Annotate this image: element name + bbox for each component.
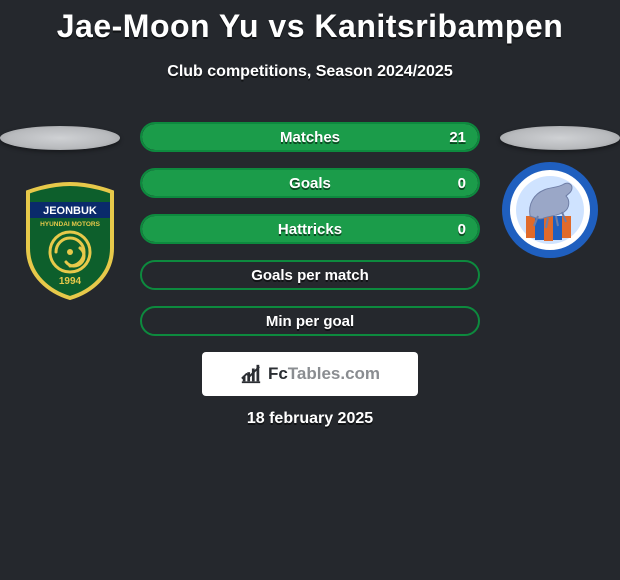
suphanburi-badge-icon — [500, 160, 600, 280]
stats-container: Matches 21 Goals 0 Hattricks 0 Goals per… — [140, 122, 480, 352]
page-title: Jae-Moon Yu vs Kanitsribampen — [0, 0, 620, 45]
pedestal-right — [500, 126, 620, 150]
jeonbuk-sub: HYUNDAI MOTORS — [40, 221, 100, 228]
stat-fill — [142, 124, 478, 150]
stat-fill — [142, 170, 478, 196]
stat-right-value: 0 — [458, 170, 466, 196]
club-logo-right — [500, 160, 600, 280]
stat-row-mpg: Min per goal — [140, 306, 480, 336]
club-logo-left: JEONBUK HYUNDAI MOTORS 1994 — [20, 180, 120, 300]
branding-prefix: Fc — [268, 364, 288, 383]
branding-suffix: Tables.com — [288, 364, 380, 383]
subtitle: Club competitions, Season 2024/2025 — [0, 63, 620, 81]
stat-row-matches: Matches 21 — [140, 122, 480, 152]
stat-fill — [142, 216, 478, 242]
stat-right-value: 21 — [449, 124, 466, 150]
stat-row-hattricks: Hattricks 0 — [140, 214, 480, 244]
pedestal-left — [0, 126, 120, 150]
stat-label: Goals per match — [142, 262, 478, 288]
bar-chart-icon — [240, 363, 262, 385]
stat-right-value: 0 — [458, 216, 466, 242]
jeonbuk-year: 1994 — [59, 276, 82, 287]
stat-row-gpm: Goals per match — [140, 260, 480, 290]
stat-label: Min per goal — [142, 308, 478, 334]
branding-text: FcTables.com — [268, 364, 380, 384]
jeonbuk-name: JEONBUK — [43, 205, 97, 217]
date-label: 18 february 2025 — [0, 410, 620, 428]
stat-row-goals: Goals 0 — [140, 168, 480, 198]
jeonbuk-badge-icon: JEONBUK HYUNDAI MOTORS 1994 — [20, 180, 120, 300]
branding-badge[interactable]: FcTables.com — [202, 352, 418, 396]
